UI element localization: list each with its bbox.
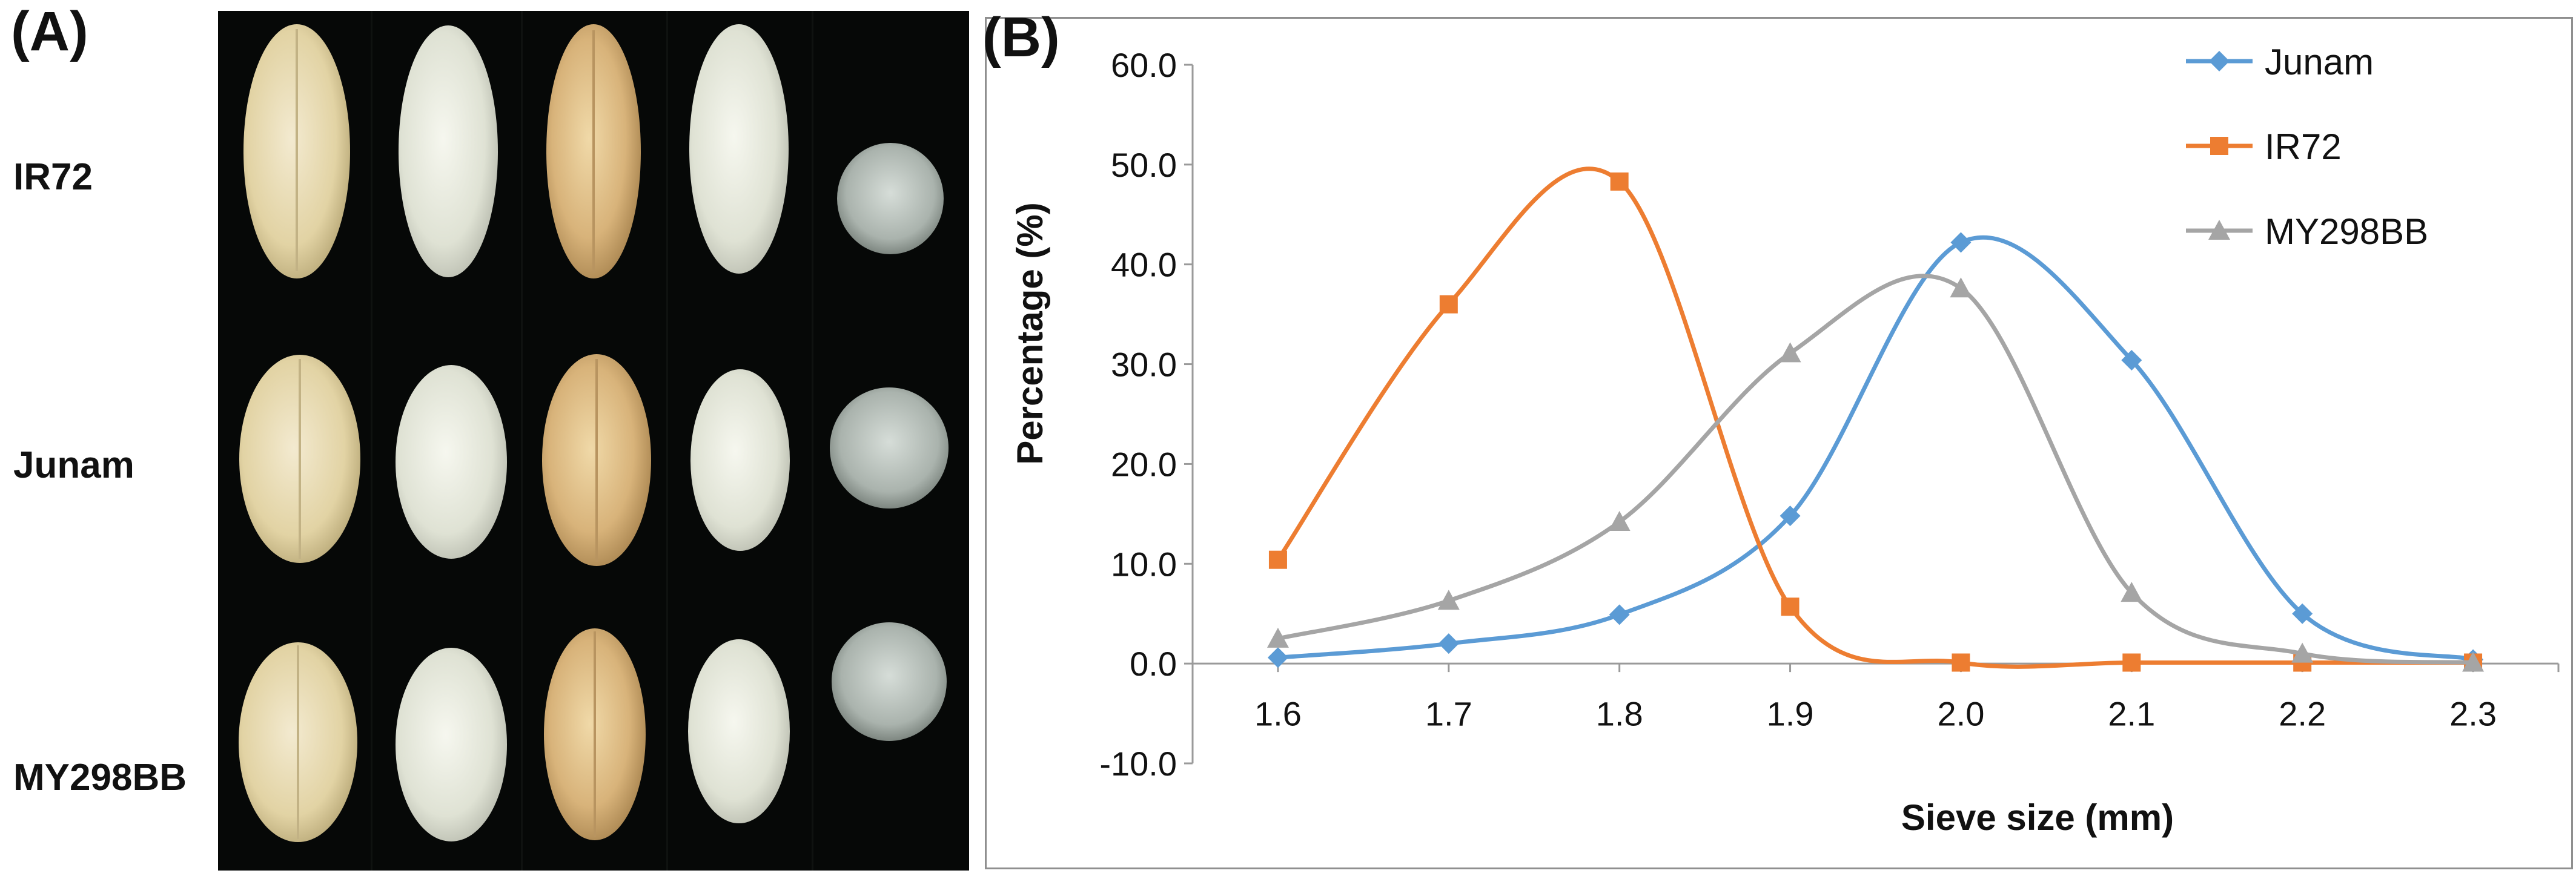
data-point-junam: [1609, 604, 1630, 625]
y-tick-label: 60.0: [1111, 46, 1177, 84]
y-tick-label: 10.0: [1111, 545, 1177, 583]
legend-marker-junam: [2209, 51, 2230, 71]
data-point-my298bb: [1437, 590, 1460, 610]
data-point-junam: [2121, 349, 2142, 370]
data-point-my298bb: [1779, 342, 1801, 363]
y-tick-label: 0.0: [1130, 645, 1177, 683]
data-point-ir72: [1781, 598, 1800, 616]
line-chart: -10.0 0.0 10.0 20.0 30.0 40.0 50.0 60.0 1.6 1.7 1.…: [1010, 42, 2560, 838]
y-tick-label: 50.0: [1111, 146, 1177, 184]
legend-label-ir72: IR72: [2265, 127, 2342, 167]
data-point-junam: [1267, 647, 1288, 668]
my298bb-milled-grain: [396, 648, 507, 841]
y-tick-label: 30.0: [1111, 346, 1177, 384]
x-tick-label: 2.2: [2279, 695, 2326, 733]
y-tick-label: -10.0: [1099, 745, 1177, 783]
junam-polished-grain: [690, 369, 790, 551]
row-label-my298bb: MY298BB: [13, 757, 187, 798]
rice-grain-photo: [218, 11, 969, 871]
legend-marker-ir72: [2210, 137, 2228, 155]
legend-label-junam: Junam: [2265, 42, 2374, 82]
chart-axes: -10.0 0.0 10.0 20.0 30.0 40.0 50.0 60.0 1.6 1.7 1.…: [1099, 46, 2560, 783]
x-tick-label: 1.9: [1767, 695, 1814, 733]
panel-b-label: (B): [982, 7, 1060, 68]
data-point-ir72: [2122, 653, 2141, 672]
data-point-ir72: [1268, 550, 1287, 569]
x-tick-label: 2.1: [2108, 695, 2155, 733]
data-point-junam: [2292, 603, 2313, 624]
legend-label-my298bb: MY298BB: [2265, 211, 2428, 252]
data-point-ir72: [1952, 653, 1970, 672]
data-point-junam: [1950, 232, 1972, 253]
x-tick-label: 1.6: [1254, 695, 1302, 733]
data-point-my298bb: [2121, 582, 2143, 602]
series-line-my298bb: [1277, 274, 2474, 665]
data-point-my298bb: [1608, 511, 1631, 532]
y-tick-label: 20.0: [1111, 445, 1177, 483]
panel-a-label: (A): [11, 1, 88, 62]
data-point-ir72: [1610, 172, 1629, 191]
chart-series: [1266, 166, 2485, 672]
data-point-my298bb: [1950, 277, 1972, 298]
rice-grain-photo-graphic: [218, 11, 969, 871]
x-tick-label: 1.8: [1596, 695, 1643, 733]
line-chart-frame: -10.0 0.0 10.0 20.0 30.0 40.0 50.0 60.0 1.6 1.7 1.…: [985, 17, 2573, 869]
my298bb-cross-section: [832, 622, 947, 741]
x-tick-label: 2.3: [2449, 695, 2497, 733]
my298bb-polished-grain: [688, 639, 790, 823]
data-point-my298bb: [2462, 651, 2485, 672]
x-tick-label: 2.0: [1938, 695, 1985, 733]
x-axis-label: Sieve size (mm): [1901, 797, 2174, 838]
junam-cross-section: [830, 387, 949, 509]
ir72-polished-grain: [689, 24, 789, 274]
legend-marker-my298bb: [2208, 220, 2230, 240]
row-label-ir72: IR72: [13, 156, 93, 198]
data-point-junam: [1438, 633, 1459, 654]
series-line-junam: [1277, 235, 2474, 662]
ir72-cross-section: [837, 143, 944, 254]
row-label-junam: Junam: [13, 444, 134, 486]
data-point-my298bb: [1266, 627, 1289, 648]
ir72-milled-grain: [399, 25, 498, 277]
junam-milled-grain: [396, 365, 507, 559]
data-point-ir72: [1439, 295, 1458, 314]
y-tick-label: 40.0: [1111, 246, 1177, 284]
chart-legend: Junam IR72 MY298BB: [2186, 42, 2428, 252]
data-point-junam: [1780, 505, 1801, 527]
data-point-my298bb: [2291, 642, 2314, 663]
x-tick-label: 1.7: [1425, 695, 1472, 733]
y-axis-label: Percentage (%): [1010, 202, 1050, 464]
